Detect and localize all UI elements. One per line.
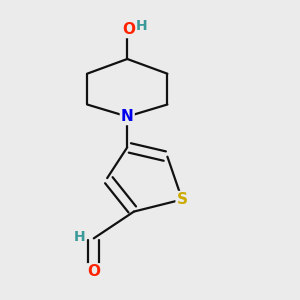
Text: O: O	[122, 22, 135, 37]
Text: O: O	[87, 264, 100, 279]
Text: H: H	[135, 19, 147, 33]
Text: S: S	[177, 192, 188, 207]
Text: H: H	[74, 230, 86, 244]
Text: N: N	[121, 109, 134, 124]
